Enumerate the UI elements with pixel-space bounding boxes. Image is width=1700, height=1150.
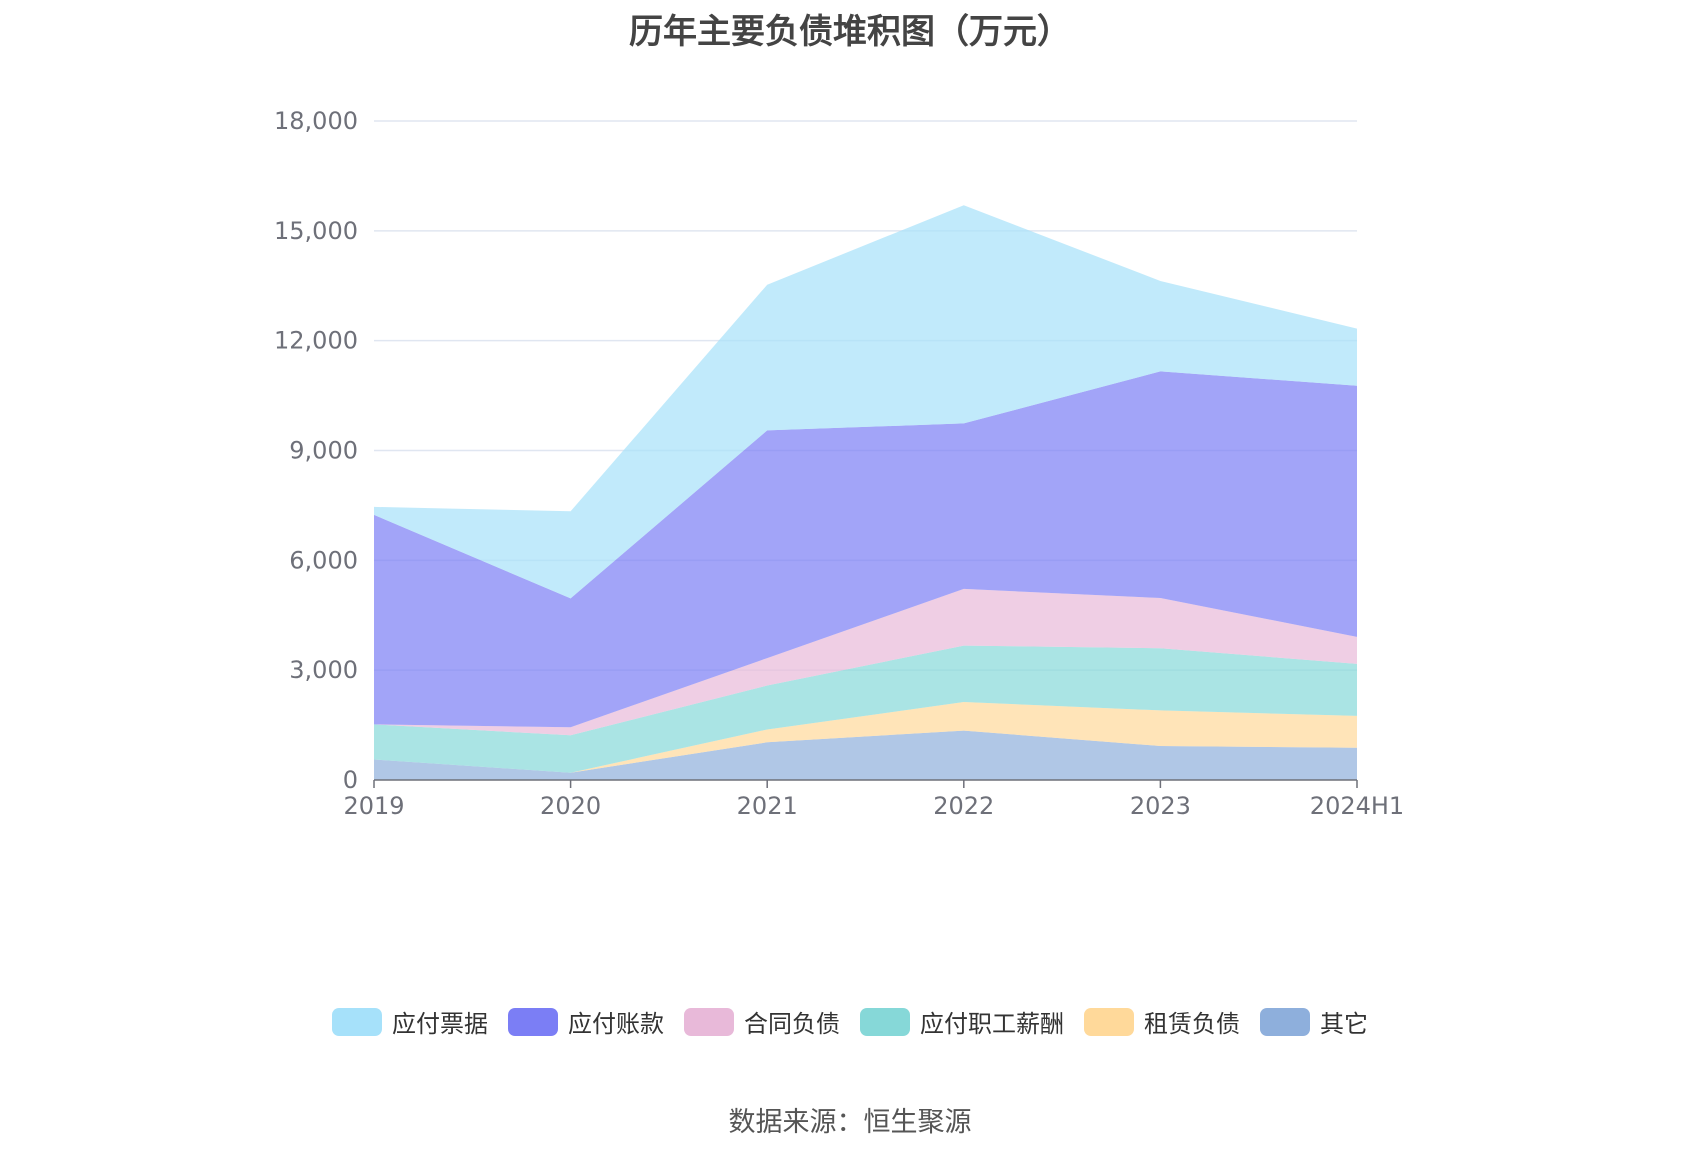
- area-layer: [374, 205, 1357, 780]
- legend-item[interactable]: 租赁负债: [1084, 1004, 1240, 1039]
- legend-label: 应付职工薪酬: [920, 1010, 1064, 1038]
- y-tick-label: 15,000: [274, 217, 358, 245]
- legend-label: 其它: [1320, 1010, 1368, 1038]
- y-tick-label: 18,000: [274, 107, 358, 135]
- legend-swatch: [860, 1007, 910, 1036]
- y-tick-label: 3,000: [289, 656, 358, 684]
- legend-swatch: [332, 1007, 382, 1036]
- legend-item[interactable]: 合同负债: [684, 1004, 840, 1039]
- legend-swatch: [684, 1007, 734, 1036]
- legend: 应付票据 应付账款 合同负债 应付职工薪酬 租赁负债 其它: [0, 1004, 1700, 1039]
- legend-item[interactable]: 应付账款: [508, 1004, 664, 1039]
- x-tick-label: 2020: [540, 792, 601, 820]
- chart-title: 历年主要负债堆积图（万元）: [629, 12, 1071, 52]
- area-其它[interactable]: [374, 730, 1357, 780]
- legend-swatch: [1260, 1007, 1310, 1036]
- x-tick-label: 2019: [343, 792, 404, 820]
- legend-item[interactable]: 应付职工薪酬: [860, 1004, 1064, 1039]
- legend-label: 应付账款: [568, 1010, 664, 1038]
- y-tick-label: 9,000: [289, 437, 358, 465]
- y-tick-label: 0: [343, 766, 358, 794]
- axis-layer: 0 3,000 6,000 9,000 12,000 15,000 18,000 2019 20…: [274, 107, 1404, 820]
- area-应付账款[interactable]: [374, 371, 1357, 728]
- legend-item[interactable]: 其它: [1260, 1004, 1368, 1039]
- data-source: 数据来源：恒生聚源: [728, 1107, 972, 1138]
- x-tick-label: 2022: [933, 792, 994, 820]
- area-合同负债[interactable]: [374, 588, 1357, 736]
- legend-item[interactable]: 应付票据: [332, 1004, 488, 1039]
- legend-swatch: [508, 1007, 558, 1036]
- x-tick-label: 2021: [737, 792, 798, 820]
- area-应付职工薪酬[interactable]: [374, 645, 1357, 773]
- legend-label: 合同负债: [744, 1010, 840, 1038]
- legend-label: 应付票据: [392, 1010, 488, 1038]
- y-tick-label: 6,000: [289, 546, 358, 574]
- area-应付票据[interactable]: [374, 205, 1357, 599]
- legend-label: 租赁负债: [1144, 1010, 1240, 1038]
- x-tick-label: 2023: [1130, 792, 1191, 820]
- area-租赁负债[interactable]: [374, 702, 1357, 773]
- y-tick-label: 12,000: [274, 327, 358, 355]
- x-tick-label: 2024H1: [1310, 792, 1404, 820]
- legend-swatch: [1084, 1007, 1134, 1036]
